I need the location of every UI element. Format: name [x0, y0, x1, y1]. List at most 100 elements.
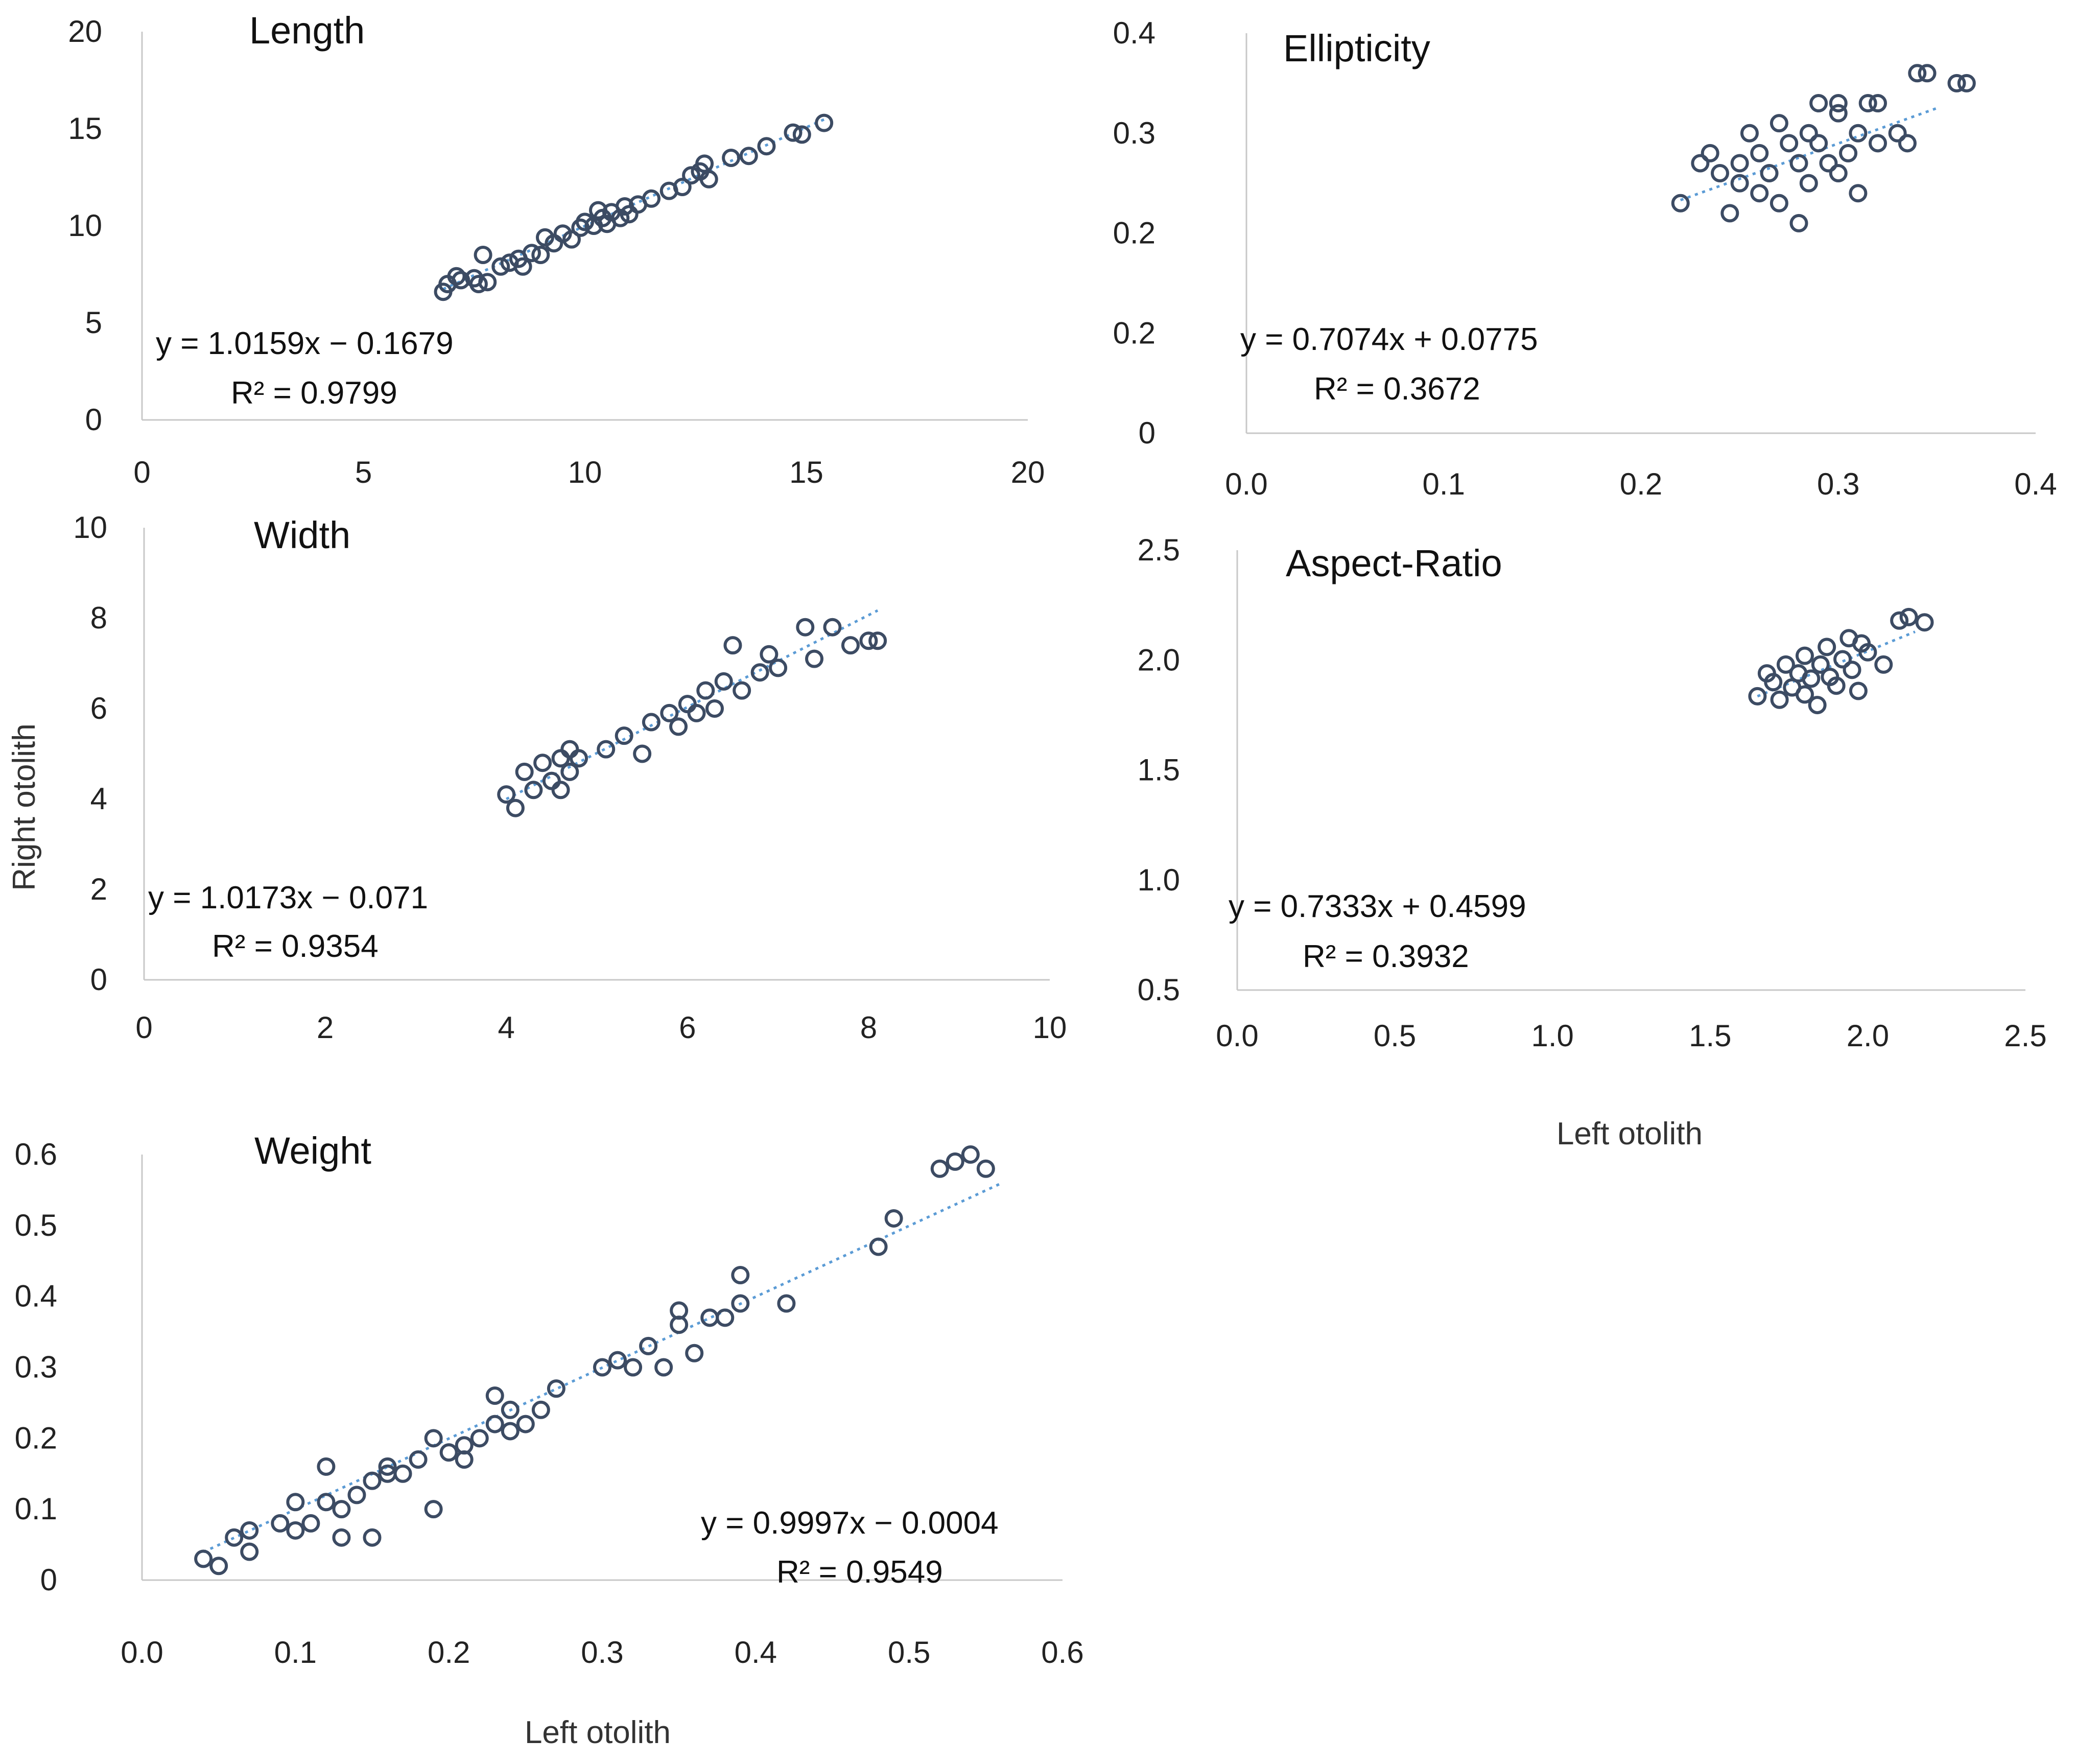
- ellipticity-data-point: [1730, 174, 1749, 193]
- length-x-tick-label: 20: [1011, 455, 1045, 489]
- length-data-point: [673, 178, 692, 196]
- ellipticity-data-point: [1789, 214, 1808, 232]
- ellipticity-y-tick-label: 0.2: [1113, 316, 1155, 350]
- width-data-point: [769, 658, 788, 677]
- aspect-ratio-data-point: [1843, 661, 1861, 679]
- weight-data-point: [501, 1422, 520, 1441]
- width-chart: 0 2 4 6 8 10 0 2 4 6 8 10 Width y = 1.0173x − 0.071 R²…: [73, 510, 1067, 1045]
- width-data-point: [705, 699, 724, 718]
- length-x-tick-label: 0: [133, 455, 150, 489]
- weight-x-tick-label: 0.6: [1041, 1635, 1083, 1669]
- weight-data-point: [409, 1450, 428, 1469]
- aspect-ratio-y-tick-label: 2.0: [1138, 643, 1180, 677]
- ellipticity-data-point: [1711, 164, 1729, 183]
- length-data-point: [522, 244, 541, 263]
- aspect-ratio-data-point: [1899, 607, 1918, 626]
- aspect-ratio-data-point: [1808, 696, 1827, 715]
- ellipticity-data-point: [1701, 144, 1719, 162]
- weight-title: Weight: [254, 1130, 371, 1172]
- width-x-tick-label: 10: [1033, 1010, 1067, 1045]
- width-data-point: [615, 726, 633, 745]
- weight-data-point: [240, 1542, 259, 1561]
- ellipticity-x-tick-label: 0.1: [1423, 467, 1465, 501]
- ellipticity-data-point: [1750, 184, 1769, 203]
- ellipticity-data-point: [1858, 94, 1877, 113]
- aspect-ratio-y-tick-label: 0.5: [1138, 973, 1180, 1007]
- ellipticity-chart: 0.0 0.1 0.2 0.3 0.4 0 0.2 0.2 0.3 0.4 Ellipticity y…: [1113, 16, 2057, 501]
- width-trendline: [506, 609, 879, 801]
- length-data-point: [452, 271, 470, 290]
- width-data-point: [714, 672, 733, 691]
- weight-x-tick-label: 0.0: [121, 1635, 163, 1669]
- length-y-tick-label: 10: [68, 208, 102, 243]
- width-title: Width: [254, 514, 350, 556]
- ellipticity-data-point: [1849, 124, 1868, 143]
- length-chart: 0 5 10 15 20 0 5 10 15 20 Length y = 1.0159x − 0.16…: [68, 9, 1045, 489]
- weight-y-tick-label: 0.1: [15, 1492, 57, 1526]
- width-data-point: [760, 645, 778, 664]
- ellipticity-data-point: [1720, 204, 1739, 223]
- weight-trendline: [203, 1182, 1002, 1554]
- length-data-point: [474, 246, 492, 264]
- length-y-tick-label: 0: [85, 403, 102, 437]
- ellipticity-data-point: [1740, 124, 1759, 143]
- length-y-tick-label: 15: [68, 111, 102, 146]
- weight-data-point: [731, 1294, 750, 1313]
- length-y-tick-label: 20: [68, 14, 102, 49]
- length-data-point: [611, 208, 630, 227]
- weight-x-tick-label: 0.2: [428, 1635, 470, 1669]
- aspect-ratio-data-point: [1818, 638, 1836, 656]
- weight-data-point: [455, 1450, 474, 1469]
- ellipticity-data-point: [1908, 64, 1927, 83]
- aspect-ratio-data-point: [1890, 611, 1909, 630]
- ellipticity-y-tick-label: 0.2: [1113, 216, 1155, 250]
- weight-x-tick-label: 0.3: [581, 1635, 623, 1669]
- weight-y-tick-label: 0.4: [15, 1279, 57, 1313]
- weight-chart: 0.0 0.1 0.2 0.3 0.4 0.5 0.6 0 0.1 0.2 0.3 0.4 0.5 0.6…: [15, 1130, 1084, 1669]
- aspect-ratio-x-tick-label: 0.5: [1374, 1019, 1416, 1053]
- length-data-point: [513, 257, 532, 276]
- weight-data-point: [731, 1266, 750, 1285]
- width-y-tick-label: 2: [90, 872, 107, 906]
- weight-data-point: [424, 1429, 443, 1448]
- weight-data-point: [240, 1521, 259, 1540]
- ellipticity-data-point: [1898, 134, 1917, 153]
- aspect-ratio-title: Aspect-Ratio: [1286, 542, 1502, 584]
- weight-y-tick-label: 0.6: [15, 1137, 57, 1171]
- weight-data-point: [332, 1528, 351, 1547]
- width-data-point: [633, 744, 652, 763]
- length-title: Length: [249, 9, 365, 52]
- width-data-point: [560, 740, 579, 759]
- ellipticity-x-tick-label: 0.3: [1817, 467, 1859, 501]
- length-data-point: [478, 273, 497, 292]
- width-data-point: [750, 663, 769, 682]
- width-data-point: [805, 649, 824, 668]
- weight-data-point: [347, 1486, 366, 1504]
- ellipticity-data-point: [1918, 64, 1937, 83]
- length-data-point: [447, 267, 466, 286]
- weight-data-point: [301, 1514, 320, 1533]
- length-data-point: [642, 189, 661, 208]
- weight-y-tick-label: 0.2: [15, 1421, 57, 1455]
- weight-r-squared: R² = 0.9549: [776, 1555, 943, 1590]
- aspect-ratio-x-tick-label: 2.0: [1847, 1019, 1889, 1053]
- weight-data-point: [531, 1400, 550, 1419]
- ellipticity-data-point: [1750, 144, 1769, 162]
- width-data-point: [868, 631, 887, 650]
- ellipticity-data-point: [1829, 164, 1848, 183]
- weight-data-point: [884, 1209, 903, 1228]
- length-data-point: [739, 147, 758, 166]
- width-equation: y = 1.0173x − 0.071: [148, 880, 428, 915]
- ellipticity-data-point: [1789, 154, 1808, 173]
- width-data-point: [524, 781, 543, 799]
- length-data-point: [792, 125, 811, 144]
- ellipticity-y-tick-label: 0.3: [1113, 116, 1155, 150]
- length-x-tick-label: 15: [789, 455, 823, 489]
- length-y-tick-label: 5: [85, 305, 102, 340]
- ellipticity-data-point: [1809, 134, 1828, 153]
- ellipticity-data-point: [1809, 94, 1828, 113]
- aspect-ratio-data-point: [1833, 650, 1852, 669]
- width-y-tick-label: 10: [73, 510, 107, 545]
- width-data-point: [687, 703, 706, 722]
- weight-data-point: [716, 1308, 735, 1327]
